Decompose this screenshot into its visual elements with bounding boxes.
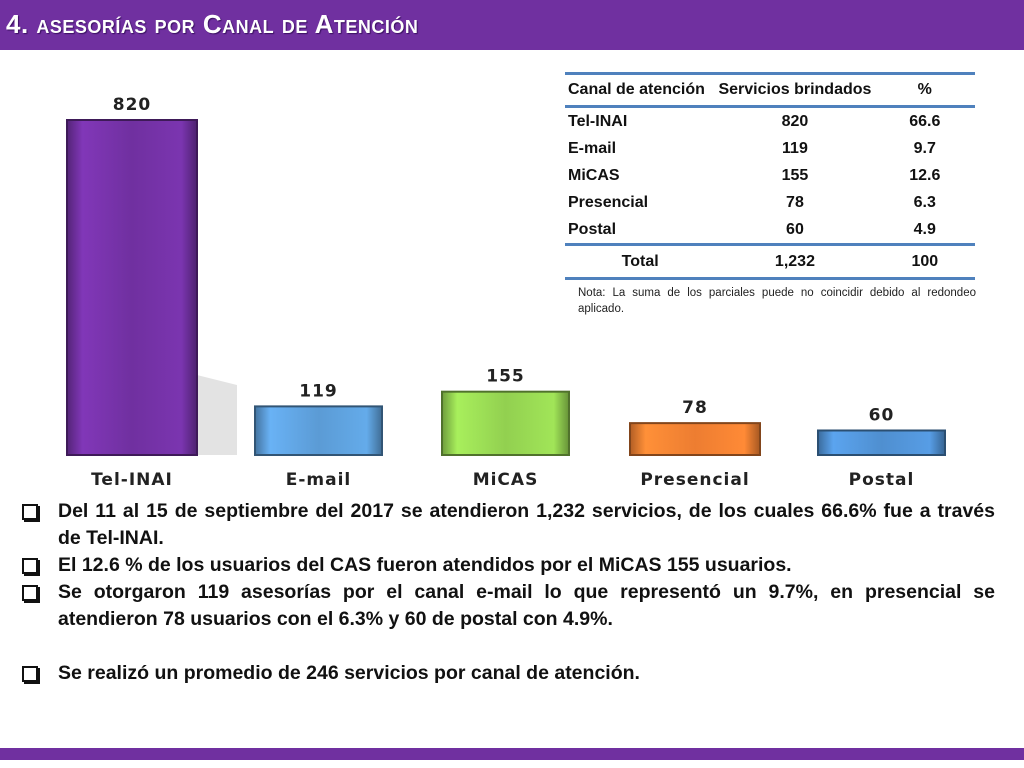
table-row: Postal 60 4.9 (565, 216, 975, 245)
bar-micas (441, 390, 570, 456)
table-row: Presencial 78 6.3 (565, 189, 975, 216)
category-label: Tel-INAI (91, 470, 173, 490)
total-label: Total (565, 243, 716, 280)
table-header-row: Canal de atención Servicios brindados % (565, 72, 975, 108)
category-label: Postal (849, 470, 915, 490)
total-services: 1,232 (715, 243, 875, 280)
total-percent: 100 (874, 243, 975, 280)
cell-services: 155 (781, 166, 809, 184)
bullet-item: Se otorgaron 119 asesorías por el canal … (20, 579, 995, 633)
checkbox-bullet-icon (22, 504, 38, 520)
bullet-item: El 12.6 % de los usuarios del CAS fueron… (20, 552, 995, 579)
bar-e-mail (254, 405, 383, 457)
bullet-item: Se realizó un promedio de 246 servicios … (20, 660, 995, 687)
table-row: MiCAS 155 12.6 (565, 162, 975, 189)
cell-percent: 4.9 (913, 220, 936, 238)
cell-services: 60 (786, 220, 804, 238)
bar-presencial (629, 422, 761, 457)
cell-percent: 9.7 (913, 139, 936, 157)
table-row: E-mail 119 9.7 (565, 135, 975, 162)
bullet-text: Se realizó un promedio de 246 servicios … (58, 662, 640, 684)
data-label: 60 (869, 405, 895, 425)
cell-channel: E-mail (568, 139, 617, 157)
table-total-row: Total 1,232 100 (565, 243, 975, 280)
summary-bullets: Del 11 al 15 de septiembre del 2017 se a… (20, 498, 995, 687)
checkbox-bullet-icon (22, 666, 38, 682)
data-label: 119 (299, 381, 338, 401)
data-label: 78 (682, 398, 708, 418)
cell-services: 78 (786, 193, 804, 211)
cell-percent: 66.6 (909, 112, 941, 130)
bar-tel-inai (66, 119, 198, 456)
checkbox-bullet-icon (22, 558, 38, 574)
category-label: MiCAS (473, 470, 539, 490)
cell-percent: 12.6 (909, 166, 941, 184)
category-label: Presencial (640, 470, 749, 490)
services-table: Canal de atención Servicios brindados % … (565, 72, 975, 280)
cell-services: 119 (782, 139, 808, 157)
cell-channel: Presencial (568, 193, 649, 211)
footer-bar (0, 748, 1024, 760)
cell-percent: 6.3 (913, 193, 936, 211)
col-header-services: Servicios brindados (715, 72, 875, 108)
page-title: 4. asesorías por Canal de Atención (6, 9, 419, 39)
col-header-percent: % (874, 72, 975, 108)
col-header-channel: Canal de atención (565, 72, 716, 108)
data-label: 820 (113, 95, 152, 115)
data-label: 155 (486, 367, 525, 387)
cell-channel: Postal (568, 220, 617, 238)
cell-services: 820 (781, 112, 809, 130)
bullet-text: Se otorgaron 119 asesorías por el canal … (58, 581, 995, 630)
cell-channel: Tel-INAI (568, 112, 628, 130)
table-row: Tel-INAI 820 66.6 (565, 107, 975, 136)
bar-chart: 820 Tel-INAI 119 E-mail 155 MiCAS 78 Presencial… (66, 95, 946, 490)
bullet-text: El 12.6 % de los usuarios del CAS fueron… (58, 554, 792, 576)
bar-shadow (197, 375, 237, 455)
category-label: E-mail (286, 470, 352, 490)
bullet-text: Del 11 al 15 de septiembre del 2017 se a… (58, 500, 995, 549)
bullet-item: Del 11 al 15 de septiembre del 2017 se a… (20, 498, 995, 552)
title-bar: 4. asesorías por Canal de Atención (0, 0, 1024, 50)
rounding-note: Nota: La suma de los parciales puede no … (578, 287, 976, 315)
services-table-container: Canal de atención Servicios brindados % … (565, 72, 975, 280)
bar-postal (817, 429, 946, 456)
checkbox-bullet-icon (22, 585, 38, 601)
cell-channel: MiCAS (568, 166, 620, 184)
